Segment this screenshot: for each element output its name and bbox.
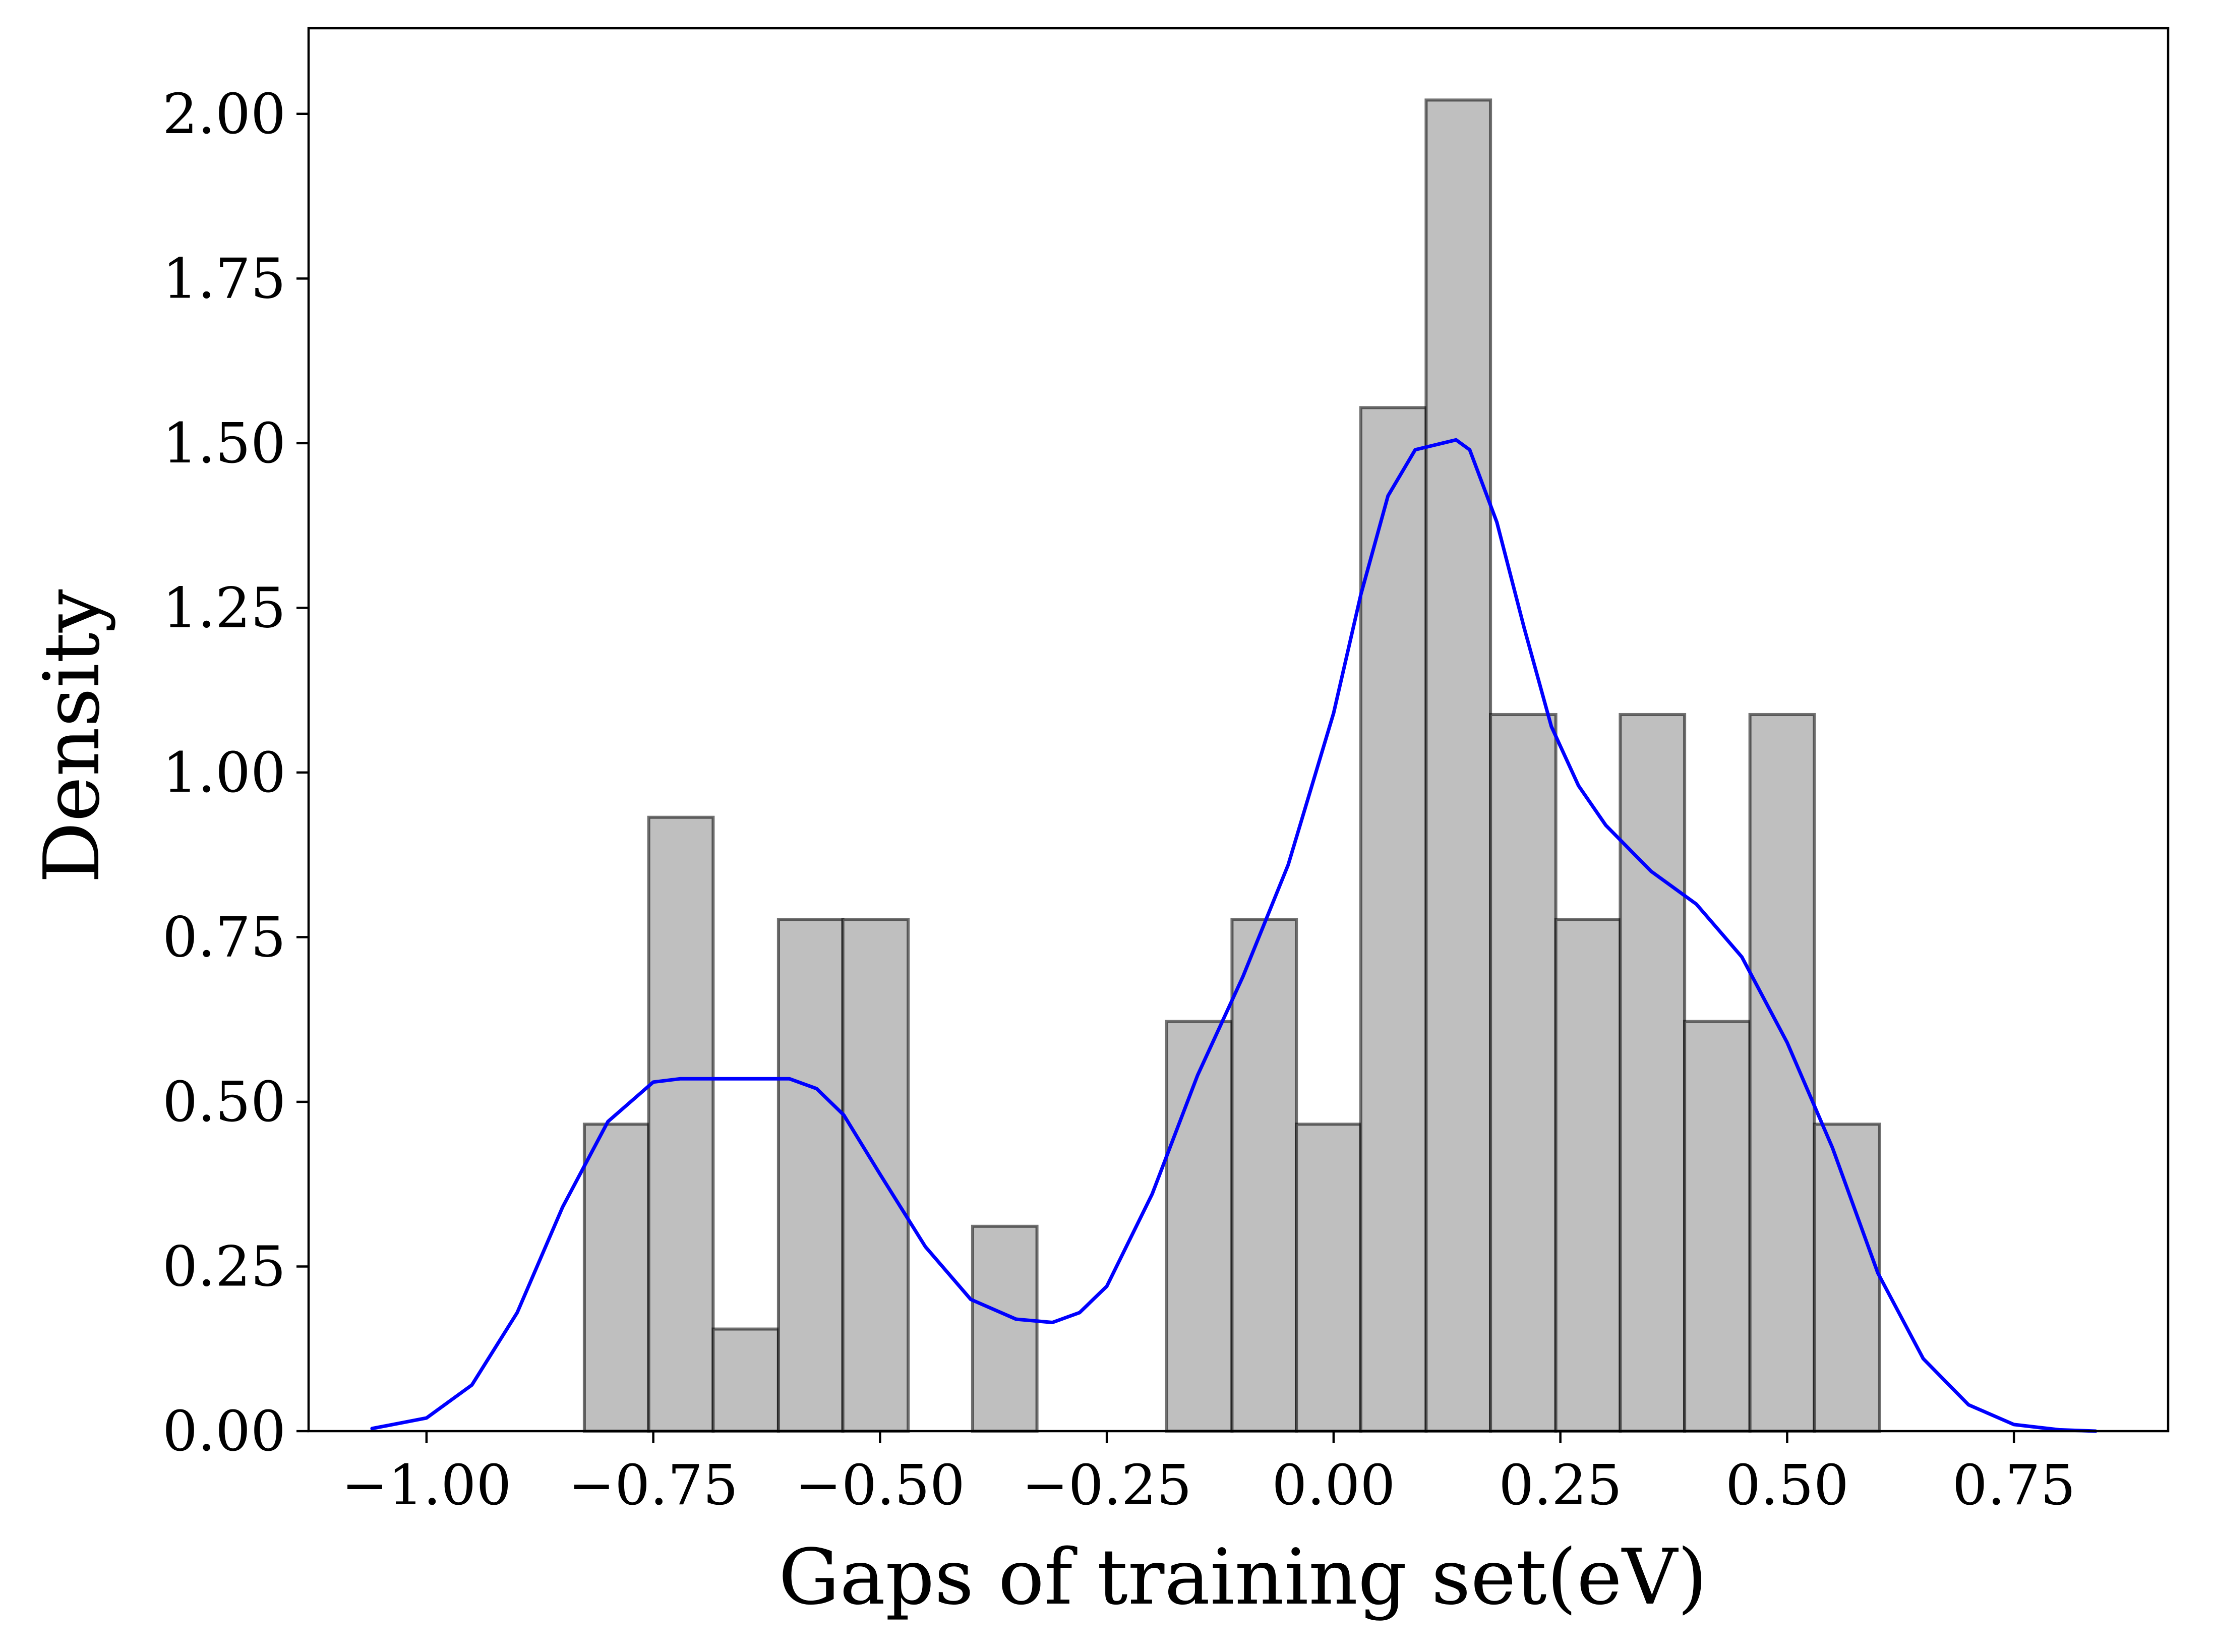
y-axis-ticks: 0.00 0.25 0.50 0.75 1.00 1.25 1.50 1.75 2.00 xyxy=(162,82,309,1463)
histogram-bars xyxy=(582,98,1881,1433)
y-tick-label: 1.00 xyxy=(162,740,286,805)
x-tick-label: −1.00 xyxy=(341,1453,511,1517)
histogram-bar-14 xyxy=(1489,713,1558,1433)
histogram-bar-6 xyxy=(971,1224,1039,1433)
x-tick-label: 0.50 xyxy=(1725,1453,1849,1517)
x-tick-label: −0.25 xyxy=(1022,1453,1192,1517)
y-tick-label: 0.25 xyxy=(162,1234,286,1299)
histogram-bar-3 xyxy=(776,918,845,1433)
histogram-bar-18 xyxy=(1748,713,1816,1433)
y-tick-label: 1.50 xyxy=(162,411,286,476)
x-tick-label: 0.00 xyxy=(1272,1453,1395,1517)
histogram-bar-9 xyxy=(1165,1020,1234,1433)
x-axis-title: Gaps of training set(eV) xyxy=(779,1532,1707,1622)
histogram-bar-0 xyxy=(582,1123,650,1433)
histogram-bar-13 xyxy=(1424,98,1492,1433)
y-tick-label: 2.00 xyxy=(162,82,286,146)
histogram-bar-1 xyxy=(647,815,715,1433)
y-tick-label: 0.75 xyxy=(162,905,286,969)
x-tick-label: 0.75 xyxy=(1952,1453,2076,1517)
x-tick-label: −0.75 xyxy=(568,1453,738,1517)
histogram-bar-19 xyxy=(1813,1123,1881,1433)
x-axis-ticks: −1.00 −0.75 −0.50 −0.25 0.00 0.25 0.50 0.75 xyxy=(341,1431,2076,1517)
kde-curve-layer xyxy=(370,438,2098,1433)
histogram-bar-15 xyxy=(1554,918,1622,1433)
histogram-bar-16 xyxy=(1619,713,1687,1433)
histogram-bar-17 xyxy=(1683,1020,1752,1433)
x-tick-label: −0.50 xyxy=(795,1453,965,1517)
y-axis-title: Density xyxy=(27,589,116,883)
histogram-bar-2 xyxy=(711,1327,780,1433)
histogram-bar-10 xyxy=(1230,918,1298,1433)
y-tick-label: 1.75 xyxy=(162,246,286,311)
plot-frame xyxy=(307,27,2170,1433)
histogram-bar-12 xyxy=(1359,406,1428,1433)
y-tick-label: 1.25 xyxy=(162,575,286,640)
y-tick-label: 0.00 xyxy=(162,1399,286,1463)
histogram-bar-11 xyxy=(1295,1123,1362,1433)
histogram-bar-4 xyxy=(841,918,910,1433)
kde-line-0 xyxy=(370,438,2098,1433)
y-tick-label: 0.50 xyxy=(162,1070,286,1134)
x-tick-label: 0.25 xyxy=(1499,1453,1622,1517)
